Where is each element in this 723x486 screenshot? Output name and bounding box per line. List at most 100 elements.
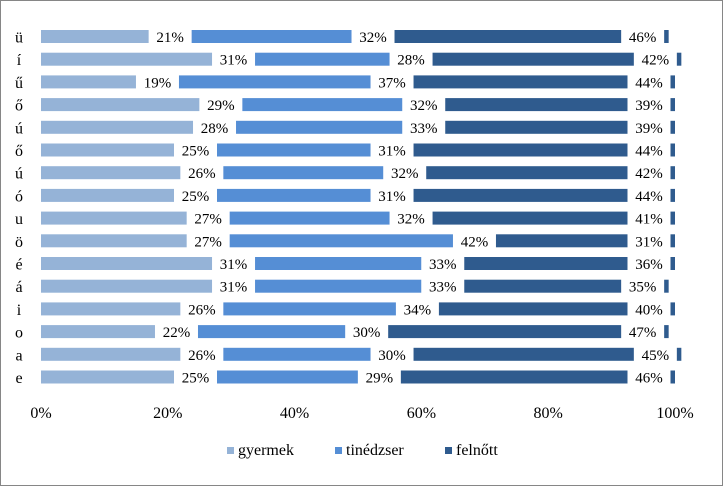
bar-segment-felnőtt [396,188,675,202]
legend-label: gyermek [238,442,294,459]
category-label: ö [15,234,23,251]
data-label-box [180,300,224,318]
bar-segment-tinédzser [180,325,371,339]
bar-segment-tinédzser [212,234,479,248]
x-tick-label: 20% [153,405,182,422]
data-label-box [627,118,671,136]
data-label-box [627,164,671,182]
bar-segment-felnőtt [396,347,682,361]
bar-segment-gyermek [41,279,238,293]
bar-segment-tinédzser [161,75,397,89]
data-label-box [421,255,465,272]
bar-segment-tinédzser [237,257,447,270]
bar-segment-gyermek [41,166,206,180]
bar-segment-tinédzser [237,279,447,293]
legend-swatch [227,447,234,454]
data-label-box [212,277,256,295]
bar-segment-felnőtt [408,166,675,180]
data-label-box [627,368,671,386]
category-label: ú [15,120,23,137]
data-label-box [627,186,671,204]
bar-segment-felnőtt [396,143,675,157]
bar-segment-tinédzser [237,52,416,66]
bar-segment-tinédzser [218,120,428,134]
bar-segment-tinédzser [199,370,384,384]
data-label-box [351,28,395,45]
bar-segment-gyermek [41,52,238,66]
data-label: 32% [397,212,425,228]
data-label-box [212,50,256,68]
data-label: 31% [635,234,663,250]
data-label: 40% [635,302,663,318]
bar-segment-felnőtt [415,211,675,225]
data-label: 28% [397,53,425,69]
bar-segment-felnőtt [427,120,675,134]
data-label-box [370,345,414,363]
x-tick-label: 0% [30,405,51,422]
bar-segment-felnőtt [478,234,675,248]
bar-segment-gyermek [41,211,213,225]
data-label-box [627,300,671,318]
data-label: 45% [642,348,670,364]
category-label: é [15,257,22,274]
data-label: 26% [188,302,216,318]
data-label: 21% [156,30,184,46]
bar-segment-felnőtt [421,302,675,316]
bar-segment-tinédzser [224,98,428,112]
data-label: 37% [378,75,406,91]
category-label: ó [15,188,23,205]
data-label: 26% [188,166,216,182]
data-label-box [389,209,433,227]
data-label-box [174,368,217,386]
data-label: 36% [635,257,663,273]
data-label: 19% [144,75,172,91]
data-label-box [389,50,433,68]
data-label-box [621,28,665,45]
bar-segment-gyermek [41,325,181,339]
data-label-box [180,164,224,182]
data-label: 31% [220,280,248,296]
bar-segment-felnőtt [446,257,675,270]
legend-swatch [335,447,342,454]
bar-segment-gyermek [41,370,200,384]
data-label-box [621,323,665,341]
data-label: 32% [359,30,387,46]
data-label: 44% [635,144,663,160]
data-label: 47% [629,325,657,341]
data-label: 27% [194,212,222,228]
data-label: 25% [182,371,210,387]
data-label-box [621,277,665,295]
bar-segment-gyermek [41,30,175,43]
data-label-box [627,96,671,114]
data-label: 33% [429,257,457,273]
data-label-box [633,50,677,68]
legend-label: tinédzser [346,442,404,459]
data-label: 35% [629,280,657,296]
data-label: 33% [410,121,438,137]
data-label-box [383,164,427,182]
data-label-box [627,73,671,91]
data-label-box [199,96,243,114]
data-label-box [148,28,192,45]
category-label: ő [15,143,23,160]
data-label-box [452,232,496,250]
data-label: 26% [188,348,216,364]
bar-segment-gyermek [41,302,206,316]
bar-segment-tinédzser [205,347,397,361]
x-tick-label: 40% [280,405,309,422]
data-label: 44% [635,189,663,205]
data-label: 27% [194,234,222,250]
legend-label: felnőtt [456,442,498,459]
bar-segment-gyermek [41,257,238,270]
category-label: i [17,302,22,319]
data-label: 29% [366,371,394,387]
category-label: ü [15,30,23,47]
data-label-box [633,345,677,363]
bar-segment-felnőtt [415,52,682,66]
data-label-box [627,232,671,250]
bar-segment-tinédzser [212,211,416,225]
data-label: 44% [635,75,663,91]
bar-segment-felnőtt [383,370,675,384]
category-label: í [17,52,22,69]
x-tick-label: 80% [534,405,563,422]
